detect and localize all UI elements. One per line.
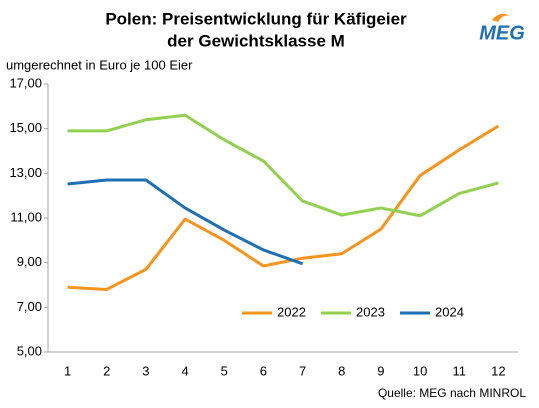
- logo: MEG: [479, 22, 525, 44]
- series-line: [67, 124, 500, 291]
- x-tick-label: 3: [142, 363, 149, 378]
- y-tick-label: 11,00: [10, 209, 42, 224]
- y-tick-label: 5,00: [17, 343, 42, 358]
- x-tick-label: 10: [413, 363, 427, 378]
- y-tick-label: 13,00: [9, 165, 42, 180]
- x-tick-label: 11: [453, 363, 467, 378]
- logo-flame: [492, 13, 510, 22]
- x-tick-label: 9: [377, 363, 384, 378]
- legend-label: 2023: [356, 304, 385, 319]
- x-tick-label: 12: [491, 363, 505, 378]
- x-tick-label: 2: [103, 363, 110, 378]
- chart-title: der Gewichtsklasse M: [167, 31, 345, 50]
- x-tick-label: 4: [181, 363, 188, 378]
- x-tick-label: 8: [338, 363, 345, 378]
- series-line: [67, 178, 304, 266]
- x-tick-label: 6: [260, 363, 267, 378]
- chart-title: Polen: Preisentwicklung für Käfigeier: [105, 9, 407, 28]
- source: Quelle: MEG nach MINROL: [378, 386, 526, 400]
- subtitle: umgerechnet in Euro je 100 Eier: [6, 57, 193, 72]
- x-tick-label: 5: [221, 363, 228, 378]
- y-tick-label: 17,00: [9, 75, 42, 90]
- legend-label: 2024: [435, 304, 464, 319]
- y-tick-label: 15,00: [9, 120, 42, 135]
- series-line: [67, 113, 499, 218]
- y-tick-label: 7,00: [17, 299, 42, 314]
- x-tick-label: 7: [299, 363, 306, 378]
- legend-label: 2022: [277, 304, 306, 319]
- x-tick-label: 1: [64, 363, 71, 378]
- y-tick-label: 9,00: [17, 254, 42, 269]
